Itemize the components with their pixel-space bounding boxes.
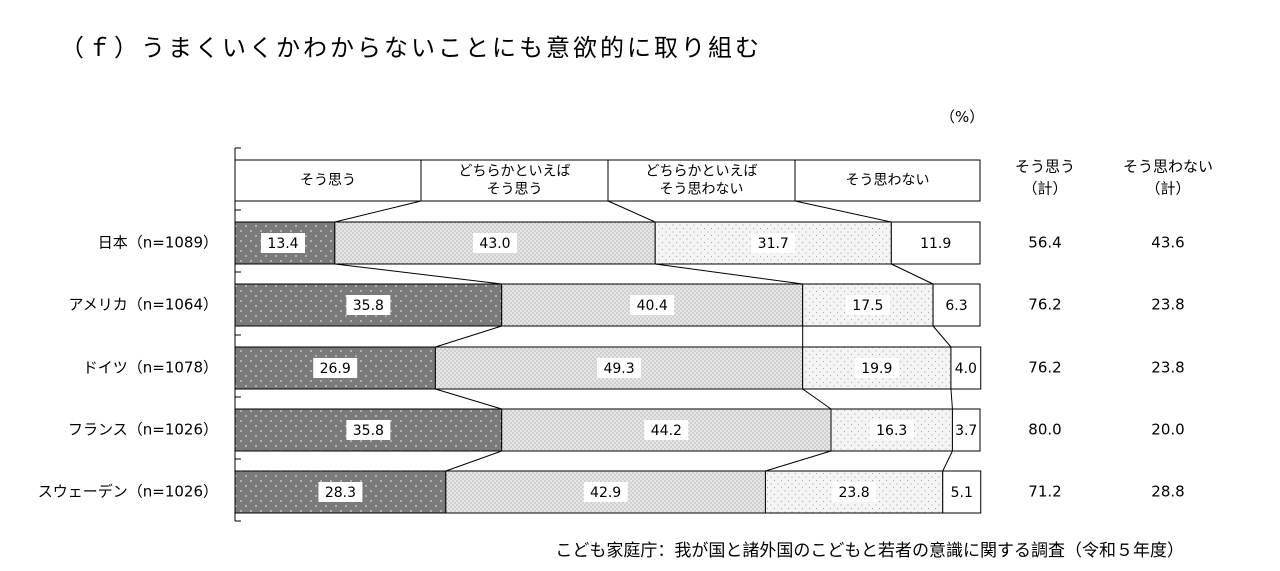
- legend-label: そう思わない: [660, 182, 744, 198]
- legend-cell: [234, 159, 422, 202]
- data-label-box: [854, 358, 899, 378]
- data-label: 26.9: [320, 361, 351, 377]
- data-label-box: [939, 295, 975, 315]
- data-label-box: [261, 233, 305, 253]
- connector-line: [891, 263, 934, 285]
- data-label: 44.2: [651, 423, 682, 439]
- summary-value: 80.0: [1028, 421, 1061, 439]
- connector-line: [765, 450, 832, 472]
- data-label-box: [644, 420, 689, 440]
- connector-line: [942, 450, 953, 472]
- data-label-box: [583, 482, 628, 502]
- legend-cell: [420, 159, 609, 202]
- summary-header: （計）: [1022, 180, 1067, 198]
- data-label-box: [318, 482, 363, 502]
- connector-line: [802, 388, 832, 410]
- connector-line: [932, 325, 952, 348]
- legend-label: どちらかといえば: [459, 164, 571, 180]
- data-label: 49.3: [603, 361, 634, 377]
- data-label: 23.8: [839, 485, 870, 501]
- summary-header: そう思わない: [1123, 158, 1213, 176]
- data-label: 31.7: [758, 236, 789, 252]
- data-label: 19.9: [861, 361, 892, 377]
- connector-line: [655, 263, 803, 285]
- category-label: ドイツ（n=1078）: [83, 359, 218, 377]
- summary-value: 76.2: [1028, 296, 1061, 314]
- connector-line: [950, 388, 953, 410]
- bar-segment: [802, 283, 934, 327]
- data-label-box: [944, 482, 979, 502]
- summary-value: 76.2: [1028, 359, 1061, 377]
- bar-segment: [802, 346, 952, 390]
- data-label: 28.3: [325, 485, 356, 501]
- data-label-box: [869, 420, 914, 440]
- summary-value: 56.4: [1028, 234, 1061, 252]
- connector-line: [794, 200, 892, 223]
- category-label: 日本（n=1089）: [98, 234, 218, 252]
- category-label: フランス（n=1026）: [68, 421, 218, 439]
- data-label: 43.0: [479, 236, 510, 252]
- data-label-box: [313, 358, 358, 378]
- data-label: 40.4: [637, 298, 668, 314]
- data-label: 11.9: [920, 236, 951, 252]
- connector-line: [607, 200, 656, 223]
- data-label-box: [597, 358, 642, 378]
- connector-line: [334, 200, 422, 223]
- data-label: 17.5: [852, 298, 883, 314]
- connector-line: [334, 263, 502, 285]
- data-label: 5.1: [951, 485, 973, 501]
- data-label-box: [845, 295, 890, 315]
- legend-cell: [794, 159, 981, 202]
- legend-label: どちらかといえば: [646, 164, 758, 180]
- data-label-box: [630, 295, 675, 315]
- category-label: アメリカ（n=1064）: [69, 296, 219, 314]
- data-label-box: [751, 233, 796, 253]
- data-label: 4.0: [955, 361, 977, 377]
- legend-label: そう思う: [300, 173, 356, 189]
- data-label: 3.7: [955, 423, 977, 439]
- connector-line: [445, 450, 502, 472]
- data-label-box: [954, 420, 978, 440]
- summary-value: 23.8: [1151, 359, 1184, 377]
- unit-label: （%）: [940, 108, 985, 126]
- category-label: スウェーデン（n=1026）: [38, 483, 218, 501]
- data-label-box: [913, 233, 958, 253]
- summary-value: 23.8: [1151, 296, 1184, 314]
- summary-value: 43.6: [1151, 234, 1184, 252]
- source-note: こども家庭庁：我が国と諸外国のこどもと若者の意識に関する調査（令和５年度）: [555, 541, 1184, 561]
- data-label-box: [346, 295, 391, 315]
- connector-line: [435, 325, 502, 348]
- data-label-box: [952, 358, 979, 378]
- legend-label: そう思わない: [846, 173, 930, 189]
- summary-value: 71.2: [1028, 483, 1061, 501]
- data-label-box: [832, 482, 877, 502]
- summary-value: 28.8: [1151, 483, 1184, 501]
- data-label-box: [473, 233, 518, 253]
- legend-label: そう思う: [487, 182, 543, 198]
- legend-cell: [607, 159, 796, 202]
- data-label: 13.4: [267, 236, 298, 252]
- data-label: 35.8: [353, 298, 384, 314]
- summary-value: 20.0: [1151, 421, 1184, 439]
- data-label: 6.3: [945, 298, 967, 314]
- connector-line: [435, 388, 502, 410]
- data-label: 16.3: [876, 423, 907, 439]
- data-label: 42.9: [590, 485, 621, 501]
- summary-header: そう思う: [1015, 158, 1075, 176]
- data-label: 35.8: [353, 423, 384, 439]
- data-label-box: [346, 420, 391, 440]
- chart-title: （ｆ）うまくいくかわからないことにも意欲的に取り組む: [60, 34, 762, 62]
- summary-header: （計）: [1145, 180, 1190, 198]
